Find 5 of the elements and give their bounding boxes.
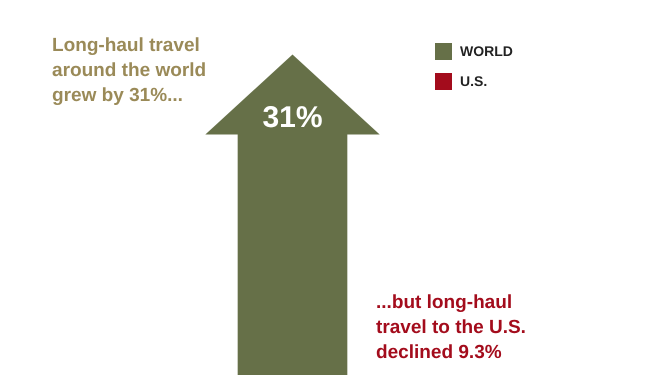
legend-label: U.S. bbox=[460, 73, 488, 89]
text: Long-haul travel around the world grew by 31%... bbox=[52, 34, 208, 108]
legend-label: WORLD bbox=[460, 43, 513, 59]
data-label: 31% bbox=[262, 100, 323, 134]
annotation: ...but long-haul travel to the U.S. declined 9.3% bbox=[376, 291, 527, 365]
